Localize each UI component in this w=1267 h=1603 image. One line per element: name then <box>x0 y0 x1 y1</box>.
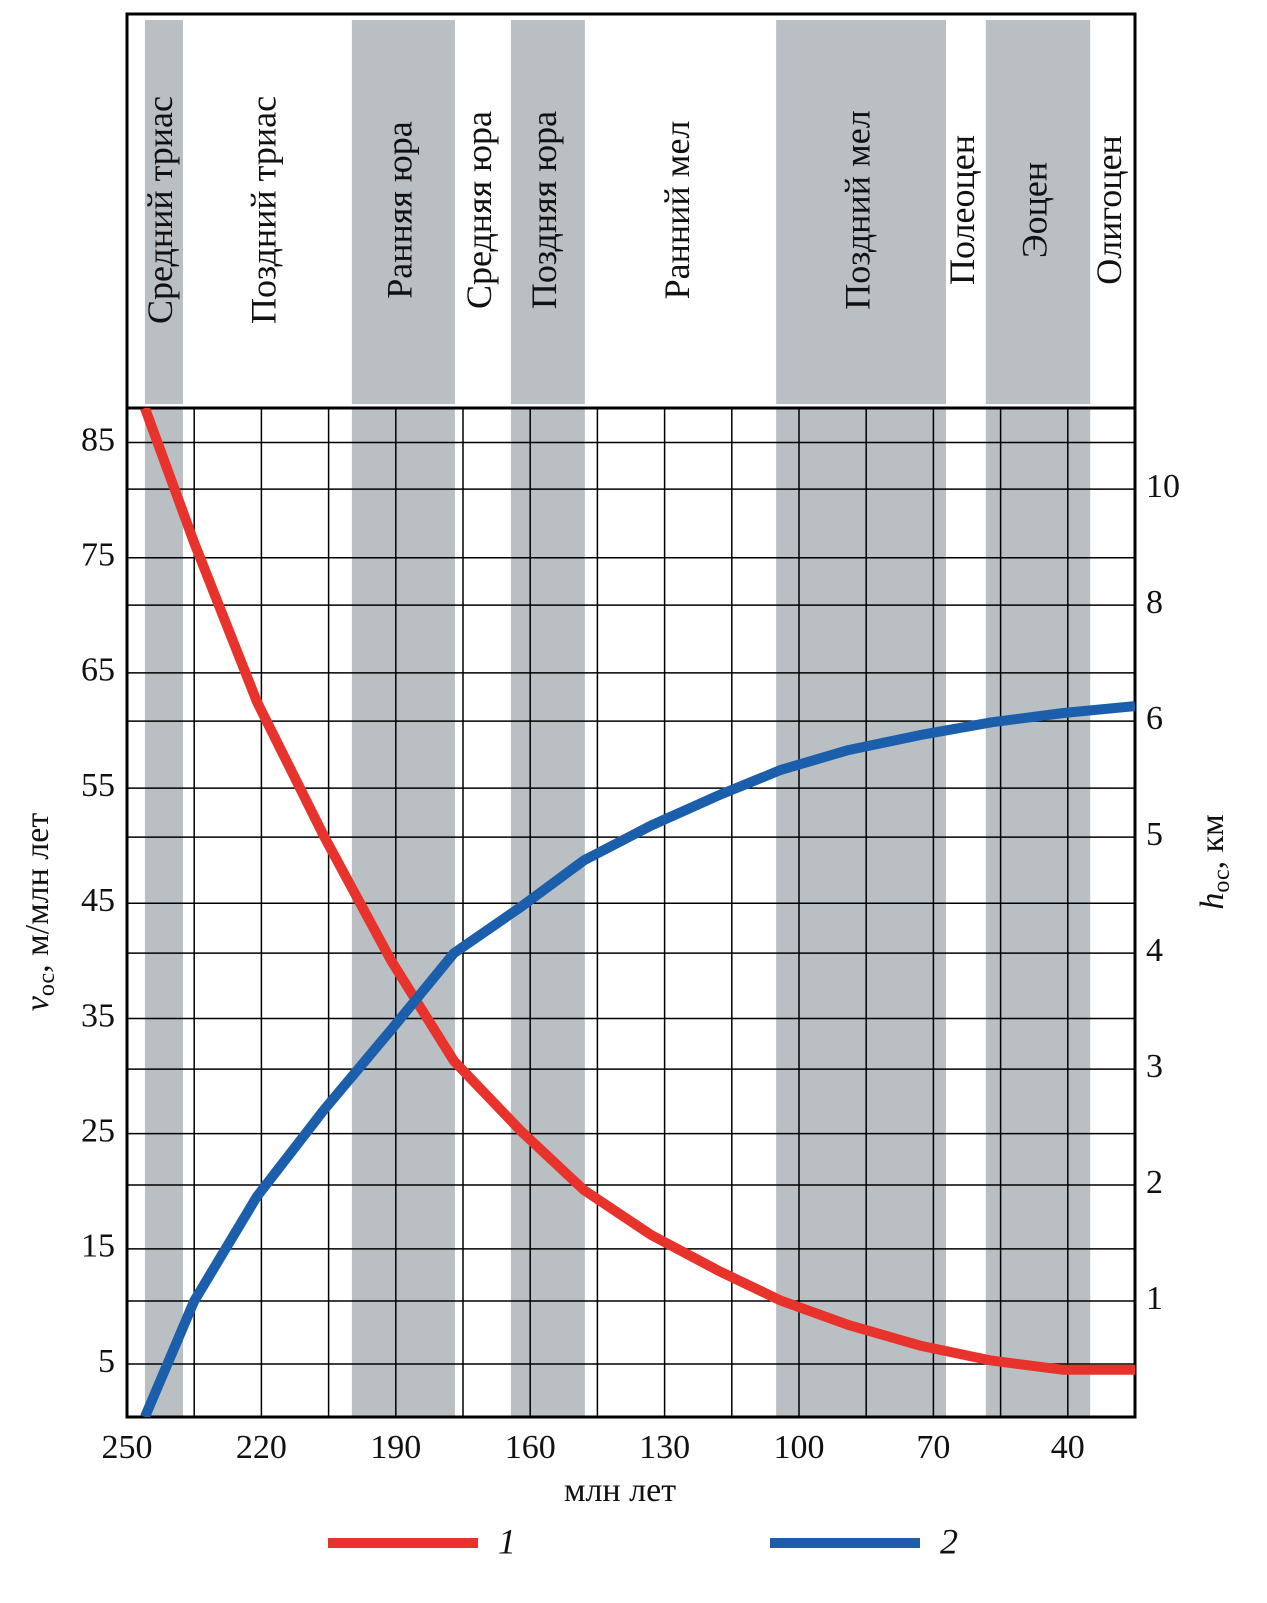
x-tick-label: 250 <box>102 1429 153 1466</box>
x-tick-label: 40 <box>1051 1429 1085 1466</box>
x-axis-label: млн лет <box>564 1472 676 1509</box>
legend-label: 2 <box>940 1521 958 1561</box>
period-label: Эоцен <box>1014 162 1054 258</box>
y2-axis-label: hос, км <box>1194 814 1235 909</box>
data-line <box>140 408 1135 1375</box>
period-band-header <box>144 20 183 404</box>
period-band-header <box>776 20 946 404</box>
y-axis-label: vос, м/млн лет <box>19 813 60 1012</box>
y-tick-label: 15 <box>81 1228 115 1265</box>
legend-label: 1 <box>498 1521 516 1561</box>
y-tick-label: 75 <box>81 537 115 574</box>
y-tick-label: 65 <box>81 652 115 689</box>
x-tick-label: 220 <box>236 1429 287 1466</box>
period-label: Средняя юра <box>459 111 499 309</box>
y2-tick-label: 1 <box>1146 1280 1163 1317</box>
x-tick-label: 160 <box>505 1429 556 1466</box>
y2-axis-subscript: ос <box>1209 869 1235 892</box>
y-tick-label: 55 <box>81 767 115 804</box>
period-band <box>985 408 1091 1417</box>
y2-tick-label: 8 <box>1146 584 1163 621</box>
y2-tick-label: 6 <box>1146 700 1163 737</box>
period-label: Олигоцен <box>1089 135 1129 285</box>
period-label: Полеоцен <box>942 135 982 285</box>
data-line <box>140 701 1135 1417</box>
y2-tick-label: 4 <box>1146 932 1163 969</box>
plot-frame <box>125 406 1137 1419</box>
y2-tick-label: 2 <box>1146 1164 1163 1201</box>
y2-tick-label: 5 <box>1146 816 1163 853</box>
period-band-header <box>510 20 585 404</box>
period-label: Ранний мел <box>657 121 697 300</box>
period-band <box>144 408 183 1417</box>
period-label: Поздняя юра <box>524 111 564 309</box>
period-band <box>776 408 946 1417</box>
y-axis-symbol: v <box>19 995 56 1011</box>
y-tick-label: 35 <box>81 997 115 1034</box>
y-tick-label: 5 <box>98 1343 115 1380</box>
period-band-header <box>985 20 1091 404</box>
y2-axis-symbol: h <box>1194 893 1231 910</box>
period-label: Поздний мел <box>837 110 877 309</box>
y-tick-label: 45 <box>81 882 115 919</box>
period-band <box>510 408 585 1417</box>
y2-tick-label: 3 <box>1146 1048 1163 1085</box>
x-tick-label: 130 <box>639 1429 690 1466</box>
period-label: Поздний триас <box>244 96 284 324</box>
y2-axis-unit: , км <box>1194 814 1231 869</box>
y-tick-label: 85 <box>81 421 115 458</box>
x-tick-label: 100 <box>774 1429 825 1466</box>
x-tick-label: 70 <box>916 1429 950 1466</box>
period-label: Средний триас <box>140 96 180 324</box>
y-axis-subscript: ос <box>34 973 60 996</box>
y2-tick-label: 10 <box>1146 468 1180 505</box>
y-tick-label: 25 <box>81 1112 115 1149</box>
x-tick-label: 190 <box>370 1429 421 1466</box>
period-band-header <box>351 20 455 404</box>
period-label: Ранняя юра <box>380 121 420 299</box>
y-axis-unit: , м/млн лет <box>19 813 56 973</box>
